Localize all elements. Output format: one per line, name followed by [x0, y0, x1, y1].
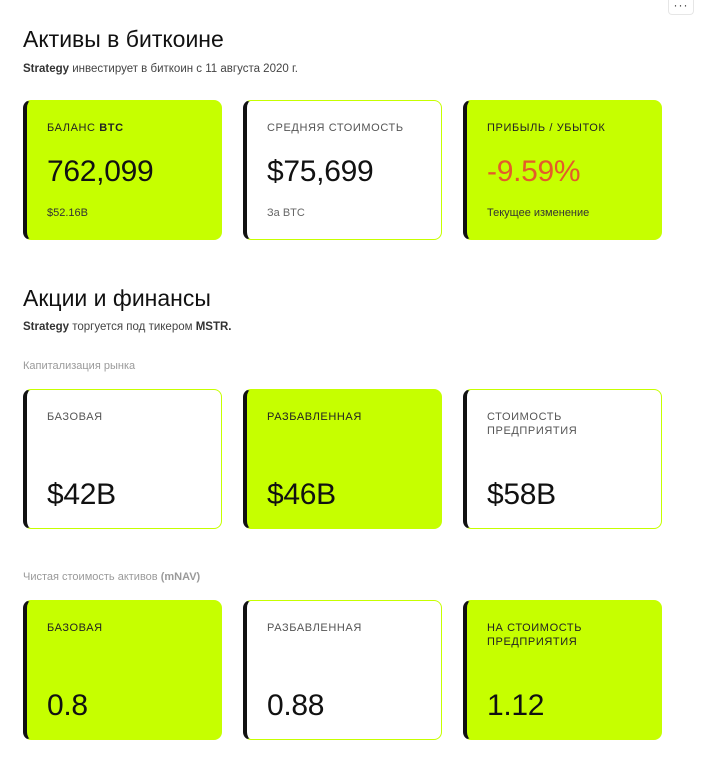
bitcoin-section-title: Активы в биткоине: [23, 26, 224, 52]
brand-name: Strategy: [23, 321, 70, 333]
market-cap-diluted-value: $46B: [267, 478, 336, 511]
enterprise-value-card: СТОИМОСТЬ ПРЕДПРИЯТИЯ $58B: [463, 389, 662, 529]
market-cap-diluted-card: РАЗБАВЛЕННАЯ $46B: [243, 389, 442, 529]
card-label: БАЗОВАЯ: [47, 411, 103, 423]
market-cap-group-label: Капитализация рынка: [23, 360, 136, 372]
market-cap-basic-card: БАЗОВАЯ $42B: [23, 389, 222, 529]
mnav-diluted-value: 0.88: [267, 689, 325, 722]
mnav-diluted-card: РАЗБАВЛЕННАЯ 0.88: [243, 600, 442, 740]
mnav-basic-value: 0.8: [47, 689, 88, 722]
card-label: ПРИБЫЛЬ / УБЫТОК: [487, 122, 606, 134]
btc-balance-value: 762,099: [47, 155, 154, 188]
profit-loss-caption: Текущее изменение: [487, 207, 590, 219]
more-horizontal-icon: ···: [673, 0, 689, 12]
average-cost-value: $75,699: [267, 155, 374, 188]
mnav-basic-card: БАЗОВАЯ 0.8: [23, 600, 222, 740]
card-label: СРЕДНЯЯ СТОИМОСТЬ: [267, 122, 404, 134]
mnav-group-label: Чистая стоимость активов (mNAV): [23, 571, 201, 583]
average-cost-card: СРЕДНЯЯ СТОИМОСТЬ $75,699 За BTC: [243, 100, 442, 240]
card-label: БАЗОВАЯ: [47, 622, 103, 634]
btc-balance-card: БАЛАНС BTC 762,099 $52.16B: [23, 100, 222, 240]
mnav-enterprise-card: НА СТОИМОСТЬ ПРЕДПРИЯТИЯ 1.12: [463, 600, 662, 740]
card-label: БАЛАНС BTC: [47, 122, 124, 134]
subtitle-text: торгуется под тикером: [69, 321, 196, 333]
profit-loss-card: ПРИБЫЛЬ / УБЫТОК -9.59% Текущее изменени…: [463, 100, 662, 240]
market-cap-basic-value: $42B: [47, 478, 116, 511]
brand-name: Strategy: [23, 63, 70, 75]
mnav-enterprise-value: 1.12: [487, 689, 545, 722]
card-label: РАЗБАВЛЕННАЯ: [267, 622, 362, 634]
subtitle-text: инвестирует в биткоин с 11 августа 2020 …: [69, 63, 298, 75]
profit-loss-value: -9.59%: [487, 155, 581, 188]
more-options-button[interactable]: ···: [668, 0, 694, 15]
enterprise-value-value: $58B: [487, 478, 556, 511]
stock-section-subtitle: Strategy торгуется под тикером MSTR.: [23, 319, 232, 335]
ticker: MSTR.: [195, 321, 232, 333]
card-label: НА СТОИМОСТЬ ПРЕДПРИЯТИЯ: [487, 622, 583, 648]
btc-balance-usd: $52.16B: [47, 207, 88, 219]
bitcoin-section-subtitle: Strategy инвестирует в биткоин с 11 авгу…: [23, 61, 298, 77]
card-label: РАЗБАВЛЕННАЯ: [267, 411, 362, 423]
average-cost-unit: За BTC: [267, 207, 305, 219]
stock-section-title: Акции и финансы: [23, 285, 211, 311]
card-label: СТОИМОСТЬ ПРЕДПРИЯТИЯ: [487, 411, 578, 437]
